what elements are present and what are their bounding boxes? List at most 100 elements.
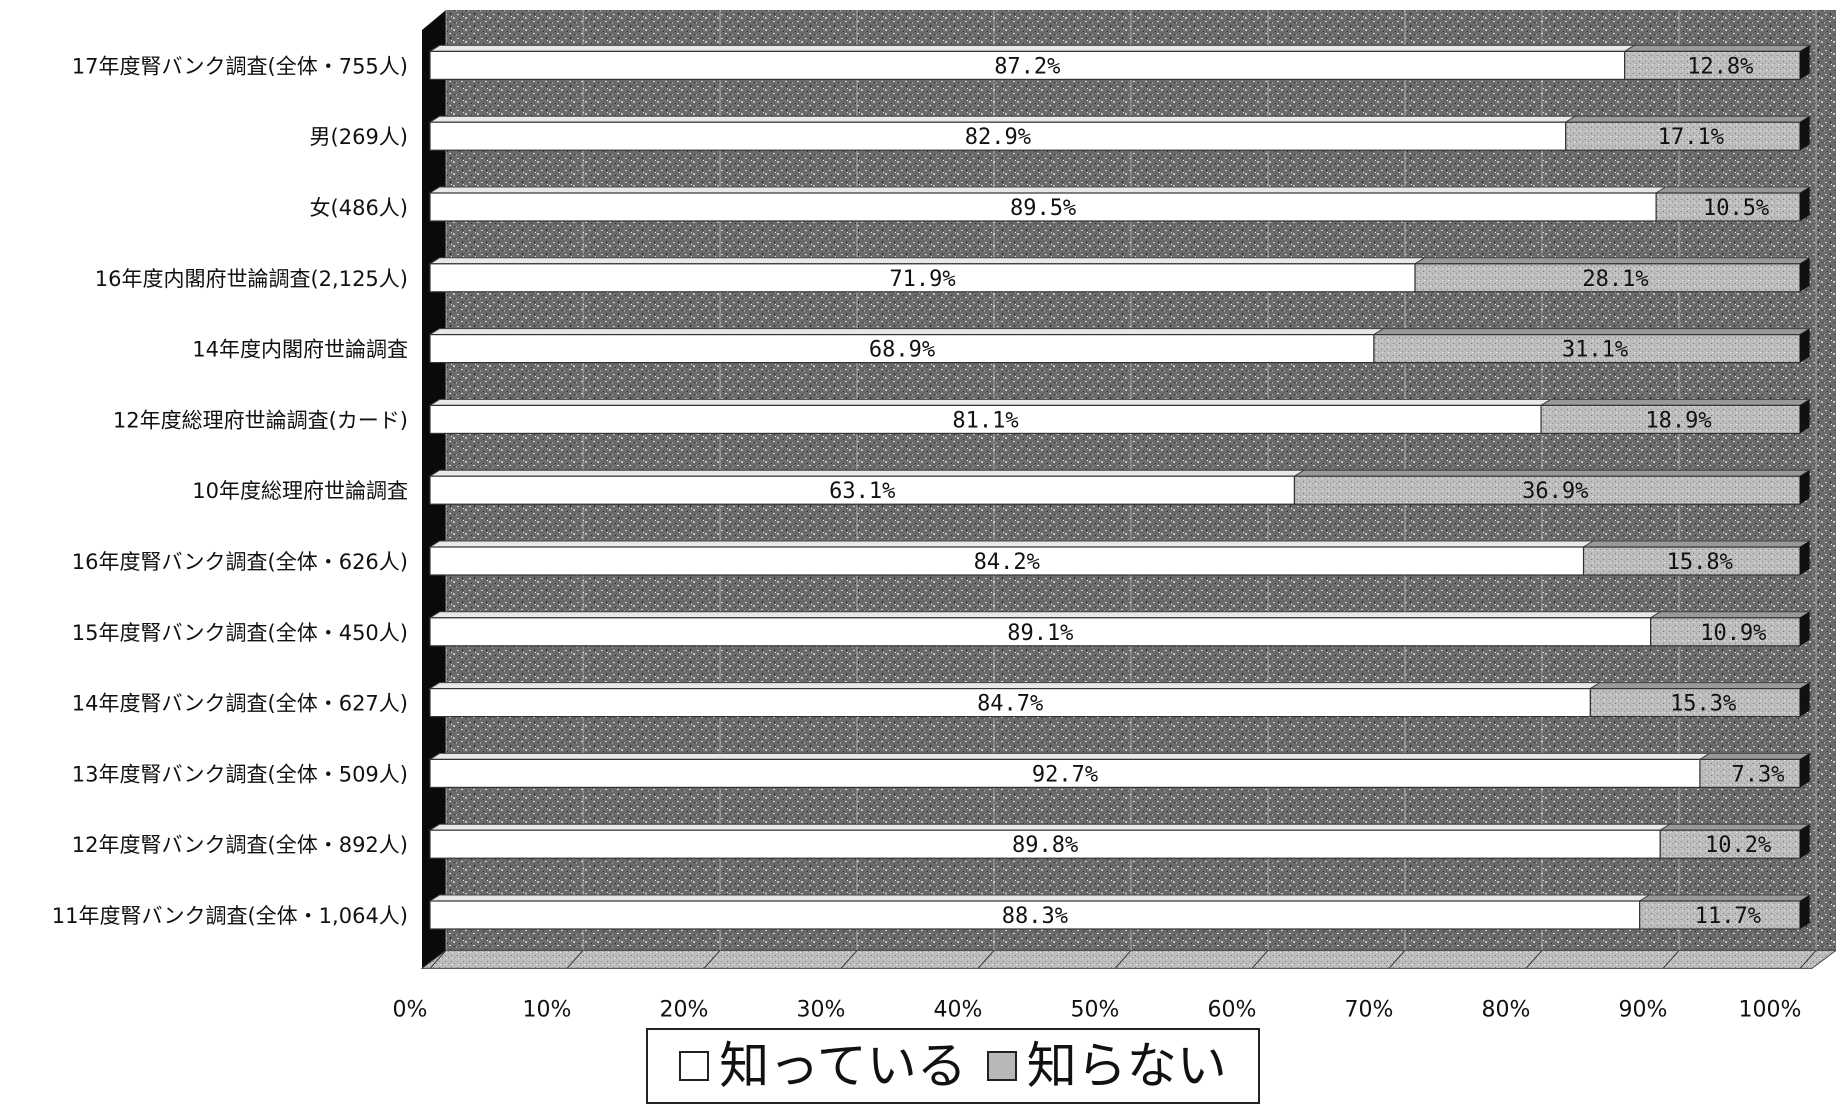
category-label: 13年度腎バンク調査(全体・509人) <box>72 762 408 786</box>
floor-gridline <box>703 950 721 969</box>
bar-unknown <box>1565 121 1801 151</box>
data-label-known: 88.3% <box>1002 904 1068 929</box>
bar-unknown <box>1540 404 1801 434</box>
bar-end-cap <box>1800 611 1810 646</box>
bar-top-face <box>428 894 1652 902</box>
legend-swatch-unknown <box>986 1051 1017 1081</box>
data-label-unknown: 18.9% <box>1645 408 1711 433</box>
floor-gridline <box>977 950 995 969</box>
bar-top-face <box>1539 398 1812 406</box>
bar-known <box>429 617 1652 647</box>
bar-top-face <box>1588 682 1812 690</box>
bar-top-face <box>428 752 1712 760</box>
category-label: 16年度内閣府世論調査(2,125人) <box>95 267 408 291</box>
bar-top-face <box>428 823 1672 831</box>
data-label-known: 89.1% <box>1007 621 1073 646</box>
x-tick-label: 20% <box>660 997 709 1022</box>
data-label-unknown: 15.8% <box>1667 550 1733 575</box>
bar-top-face <box>428 115 1578 123</box>
category-label: 男(269人) <box>310 125 408 149</box>
bar-unknown <box>1659 829 1801 859</box>
bar-top-face <box>1648 611 1812 619</box>
bar-top-face <box>1622 44 1812 52</box>
floor-gridline <box>566 950 584 969</box>
legend-swatch-known <box>679 1051 710 1081</box>
data-label-unknown: 7.3% <box>1732 762 1785 787</box>
bar-top-face <box>1698 752 1812 760</box>
bar-top-face <box>1654 186 1812 194</box>
bar-top-face <box>428 328 1386 336</box>
bar-top-face <box>428 540 1595 548</box>
data-label-known: 89.8% <box>1012 833 1078 858</box>
data-label-known: 82.9% <box>965 125 1031 150</box>
legend: 知っている 知らない <box>646 1028 1260 1104</box>
legend-label-unknown: 知らない <box>1026 1037 1227 1095</box>
data-label-known: 71.9% <box>889 267 955 292</box>
legend-item-known: 知っている <box>679 1041 967 1091</box>
bar-unknown <box>1373 334 1801 364</box>
data-label-unknown: 36.9% <box>1522 479 1588 504</box>
bar-unknown <box>1293 475 1801 505</box>
data-label-unknown: 10.5% <box>1703 196 1769 221</box>
bar-end-cap <box>1800 541 1810 575</box>
data-label-unknown: 10.2% <box>1705 833 1771 858</box>
bar-unknown <box>1414 263 1801 293</box>
data-label-known: 89.5% <box>1010 196 1076 221</box>
floor-gridline <box>1799 950 1817 969</box>
data-label-unknown: 12.8% <box>1687 54 1753 79</box>
bar-end-cap <box>1800 824 1810 859</box>
bar-top-face <box>428 398 1553 406</box>
bar-end-cap <box>1800 45 1810 80</box>
bar-end-cap <box>1800 753 1810 788</box>
bar-top-face <box>1372 328 1812 336</box>
data-label-known: 84.7% <box>977 692 1043 717</box>
data-label-known: 87.2% <box>994 54 1060 79</box>
data-label-unknown: 31.1% <box>1562 338 1628 363</box>
bar-end-cap <box>1800 682 1810 717</box>
bar-top-face <box>1658 823 1812 831</box>
bar-top-face <box>428 682 1602 690</box>
category-label: 15年度腎バンク調査(全体・450人) <box>72 621 408 645</box>
bar-top-face <box>428 257 1427 265</box>
bar-known <box>429 546 1585 576</box>
x-tick-label: 30% <box>797 997 846 1022</box>
x-tick-label: 70% <box>1345 997 1394 1022</box>
floor-gridline <box>840 950 858 969</box>
category-label: 17年度腎バンク調査(全体・755人) <box>72 54 408 78</box>
category-label: 12年度腎バンク調査(全体・892人) <box>72 833 408 857</box>
bar-end-cap <box>1800 257 1810 292</box>
data-label-unknown: 11.7% <box>1695 904 1761 929</box>
bar-known <box>429 475 1296 505</box>
floor-gridline <box>1388 950 1406 969</box>
x-tick-label: 10% <box>523 997 572 1022</box>
floor-gridline <box>1525 950 1543 969</box>
floor-gridline <box>1114 950 1132 969</box>
bar-known <box>429 334 1375 364</box>
data-label-known: 92.7% <box>1032 762 1098 787</box>
category-label: 11年度腎バンク調査(全体・1,064人) <box>52 904 408 928</box>
bar-unknown <box>1639 900 1801 930</box>
floor-gridline <box>1662 950 1680 969</box>
bar-end-cap <box>1800 399 1810 434</box>
bar-unknown <box>1589 687 1801 718</box>
bar-top-face <box>1292 469 1812 477</box>
x-tick-label: 100% <box>1739 997 1802 1022</box>
bar-known <box>429 192 1657 222</box>
bar-top-face <box>1581 540 1812 548</box>
data-label-unknown: 15.3% <box>1670 692 1736 717</box>
category-label: 12年度総理府世論調査(カード) <box>113 408 408 432</box>
category-label: 16年度腎バンク調査(全体・626人) <box>72 550 408 574</box>
bar-known <box>429 758 1701 789</box>
x-tick-label: 50% <box>1071 997 1120 1022</box>
bar-unknown <box>1699 758 1801 789</box>
bar-top-face <box>428 611 1663 619</box>
bar-known <box>429 687 1591 718</box>
floor-gridline <box>1251 950 1269 969</box>
legend-item-unknown: 知らない <box>986 1037 1227 1095</box>
bar-known <box>429 121 1567 151</box>
bar-top-face <box>1413 257 1812 265</box>
bar-known <box>429 263 1416 293</box>
bar-end-cap <box>1800 470 1810 505</box>
bar-unknown <box>1624 50 1801 81</box>
